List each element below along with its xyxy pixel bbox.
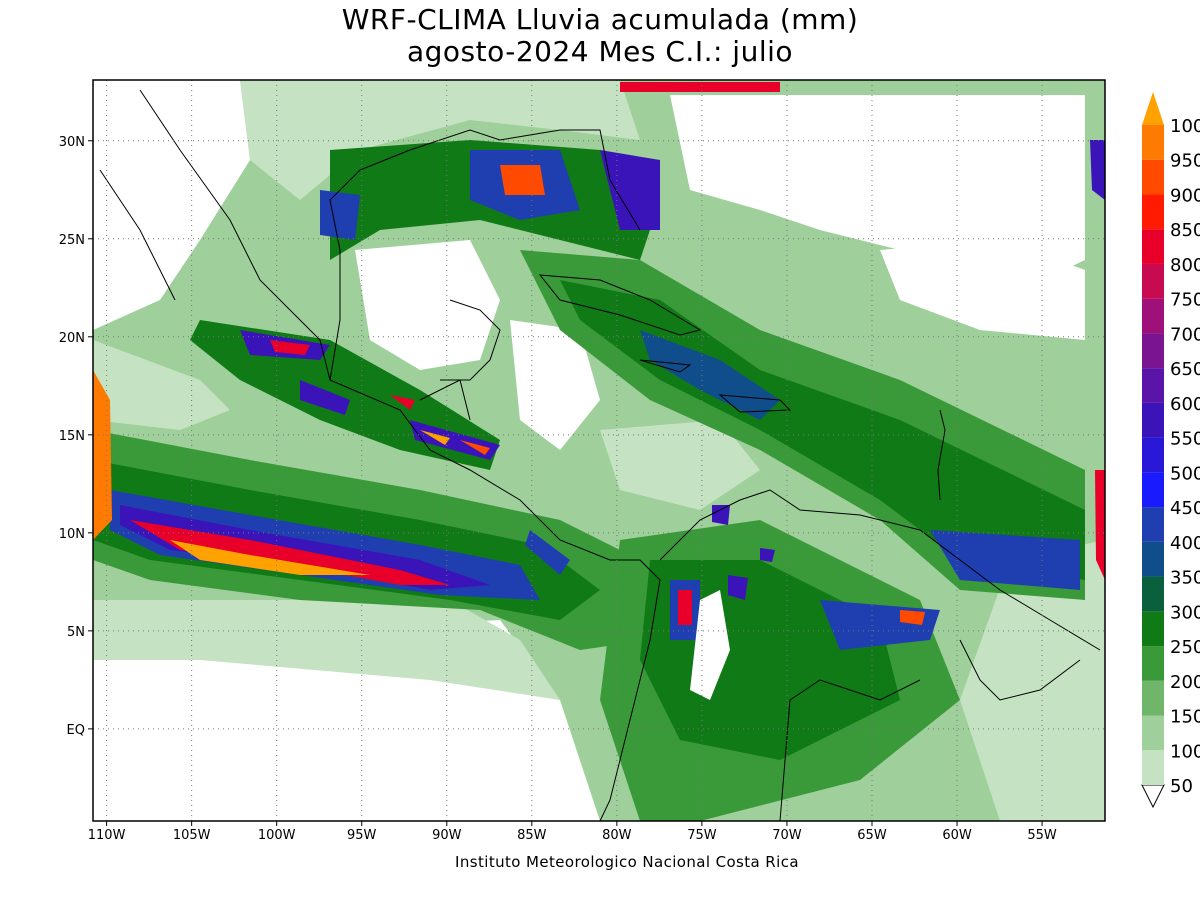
colorbar-label: 950	[1170, 151, 1200, 172]
map-title: WRF-CLIMA Lluvia acumulada (mm)	[341, 3, 859, 36]
lon-tick-label: 70W	[772, 828, 802, 843]
colorbar-swatch	[1142, 333, 1164, 369]
colorbar-label: 400	[1170, 533, 1200, 554]
lat-tick-label: EQ	[67, 723, 85, 738]
graticule	[93, 80, 1105, 821]
colorbar-swatch	[1142, 507, 1164, 542]
lon-tick-label: 105W	[173, 828, 211, 843]
colorbar-label: 350	[1170, 568, 1200, 589]
colorbar-label: 850	[1170, 220, 1200, 241]
map-frame	[92, 79, 1106, 822]
rainfall-field	[93, 80, 1105, 821]
colorbar-label: 550	[1170, 429, 1200, 450]
colorbar-label: 650	[1170, 359, 1200, 380]
colorbar-label: 150	[1170, 707, 1200, 728]
colorbar-swatch	[1142, 159, 1164, 195]
colorbar-swatch	[1142, 298, 1164, 334]
lat-tick-label: 10N	[59, 527, 85, 542]
colorbar-label: 50	[1170, 776, 1193, 797]
coastlines	[99, 89, 1101, 821]
colorbar-label: 500	[1170, 463, 1200, 484]
lat-tick-label: 5N	[67, 625, 85, 640]
lon-tick-label: 90W	[432, 828, 462, 843]
map-subtitle: agosto-2024 Mes C.I.: julio	[406, 35, 794, 68]
lat-tick-label: 20N	[59, 331, 85, 346]
colorbar-label: 450	[1170, 498, 1200, 519]
colorbar-swatch	[1142, 576, 1164, 612]
lon-tick-label: 65W	[857, 828, 887, 843]
colorbar-swatch	[1142, 437, 1164, 473]
lat-tick-label: 15N	[59, 429, 85, 444]
lat-tick-label: 30N	[59, 135, 85, 150]
lon-tick-label: 80W	[602, 828, 632, 843]
colorbar-swatch	[1142, 646, 1164, 681]
colorbar-swatch	[1142, 472, 1164, 508]
lon-tick-label: 55W	[1027, 828, 1057, 843]
colorbar-label: 750	[1170, 290, 1200, 311]
lon-tick-label: 95W	[347, 828, 377, 843]
lon-tick-label: 60W	[942, 828, 972, 843]
colorbar-swatch	[1142, 750, 1164, 785]
colorbar-swatch	[1142, 402, 1164, 438]
lon-tick-label: 100W	[258, 828, 296, 843]
colorbar-label: 200	[1170, 672, 1200, 693]
colorbar-label: 700	[1170, 324, 1200, 345]
colorbar-low-triangle	[1141, 784, 1165, 809]
colorbar-swatch	[1142, 541, 1164, 577]
colorbar: 50 100 150 200 250 300 350 400 450 500 550 600 650 70…	[1141, 92, 1200, 809]
colorbar-label: 600	[1170, 394, 1200, 415]
lat-tick-label: 25N	[59, 233, 85, 248]
colorbar-high-triangle	[1142, 92, 1164, 125]
lon-tick-label: 110W	[88, 828, 126, 843]
colorbar-swatch	[1142, 715, 1164, 751]
colorbar-label: 1000	[1170, 116, 1200, 137]
credit-line: Instituto Meteorologico Nacional Costa R…	[455, 853, 799, 871]
axis-ticks: 110W 105W 100W 95W 90W 85W 80W 75W 70W 65W 60W 55W 3…	[59, 135, 1057, 843]
colorbar-label: 900	[1170, 185, 1200, 206]
colorbar-label: 300	[1170, 602, 1200, 623]
colorbar-swatch	[1142, 368, 1164, 403]
colorbar-swatch	[1142, 263, 1164, 299]
colorbar-label: 250	[1170, 637, 1200, 658]
colorbar-swatch	[1142, 194, 1164, 230]
colorbar-label: 100	[1170, 741, 1200, 762]
colorbar-swatch	[1142, 229, 1164, 264]
colorbar-swatch	[1142, 611, 1164, 647]
colorbar-swatch	[1142, 680, 1164, 716]
colorbar-swatch	[1142, 125, 1164, 160]
lon-tick-label: 85W	[517, 828, 547, 843]
lon-tick-label: 75W	[687, 828, 717, 843]
colorbar-label: 800	[1170, 255, 1200, 276]
